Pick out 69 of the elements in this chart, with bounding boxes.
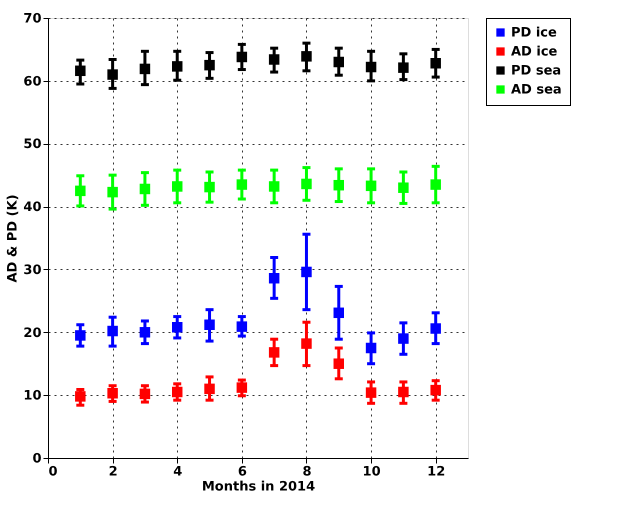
point: [107, 326, 118, 336]
point: [140, 327, 150, 338]
point: [172, 386, 182, 398]
x-tick-label: 10: [362, 464, 381, 480]
point: [140, 64, 150, 74]
point: [366, 342, 376, 354]
point: [140, 388, 150, 400]
y-tick-label: 0: [32, 452, 42, 466]
legend-label: AD sea: [511, 82, 562, 98]
y-tick-label: 70: [23, 12, 42, 26]
point: [172, 322, 182, 332]
point: [398, 386, 409, 398]
point: [236, 52, 248, 62]
x-axis-title: Months in 2014: [202, 480, 316, 494]
y-tick-label: 10: [23, 388, 42, 404]
legend-label: PD ice: [511, 26, 558, 40]
point: [366, 62, 376, 72]
point: [268, 181, 280, 192]
point: [430, 179, 441, 190]
point: [236, 321, 248, 332]
point: [366, 180, 376, 192]
point: [398, 62, 409, 73]
point: [75, 66, 86, 76]
x-tick-label: 6: [238, 464, 247, 480]
point: [140, 184, 150, 194]
x-tick-label: 8: [302, 464, 312, 480]
point: [75, 391, 86, 402]
point: [172, 61, 182, 72]
point: [334, 56, 344, 68]
y-tick-label: 20: [23, 326, 42, 341]
point: [334, 180, 344, 190]
point: [204, 182, 215, 192]
point: [366, 387, 376, 398]
point: [301, 338, 312, 349]
point: [398, 333, 409, 344]
point: [236, 382, 248, 393]
point: [268, 347, 280, 358]
x-tick-label: 12: [427, 464, 446, 480]
point: [204, 60, 215, 70]
y-tick-label: 40: [23, 200, 42, 216]
point: [107, 388, 118, 398]
y-tick-label: 30: [23, 262, 42, 278]
point: [204, 384, 215, 394]
point: [430, 384, 441, 396]
point: [334, 358, 344, 369]
point: [172, 181, 182, 192]
point: [301, 178, 312, 190]
point: [268, 54, 280, 65]
point: [430, 58, 441, 68]
point: [236, 179, 248, 190]
point: [107, 69, 118, 80]
y-tick-label: 60: [23, 74, 42, 90]
legend-label: AD ice: [511, 44, 558, 60]
point: [430, 323, 441, 334]
point: [301, 266, 312, 278]
point: [75, 186, 86, 196]
point: [334, 308, 344, 318]
x-tick-label: 0: [48, 464, 58, 480]
x-tick-label: 2: [108, 464, 118, 480]
point: [268, 272, 280, 284]
x-tick-label: 4: [173, 464, 182, 480]
point: [398, 182, 409, 193]
point: [75, 330, 86, 341]
y-tick-label: 50: [23, 137, 42, 152]
y-axis-title: AD & PD (K): [5, 194, 20, 283]
legend-label: PD sea: [511, 64, 562, 78]
point: [301, 51, 312, 62]
point: [107, 186, 118, 198]
point: [204, 320, 215, 330]
